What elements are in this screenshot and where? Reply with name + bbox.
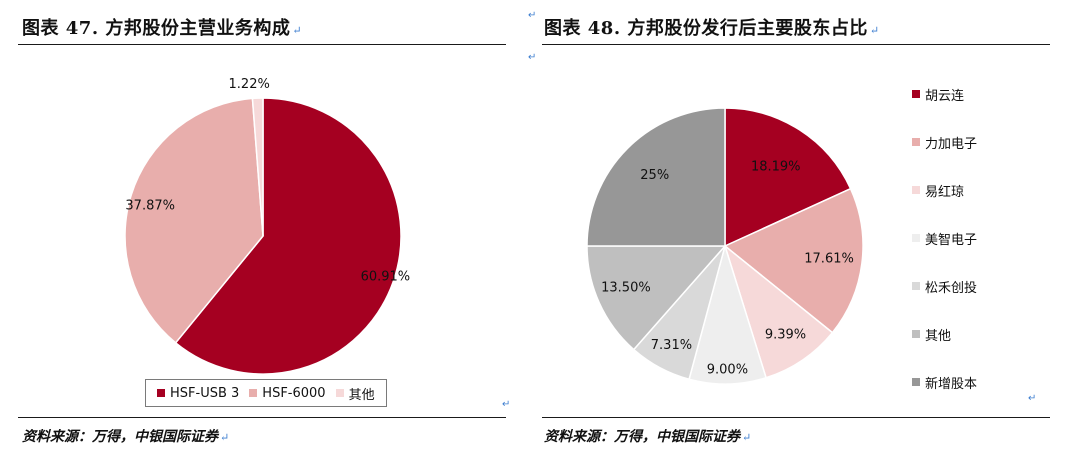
- pie-slice-1-1: [723, 187, 864, 334]
- pie-slice-1-0: [724, 107, 852, 248]
- source-note-right: 资料来源：万得，中银国际证券 ↵: [544, 429, 752, 445]
- source-rule-right: [542, 417, 1050, 418]
- legend-label: 其他: [348, 387, 375, 403]
- title-rule-right: [542, 44, 1050, 45]
- return-mark: ↵: [528, 52, 537, 63]
- legend-swatch: [912, 138, 920, 146]
- legend-item-1-4: 松禾创投: [912, 262, 1022, 310]
- return-mark: ↵: [1028, 393, 1037, 404]
- legend-label: 松禾创投: [925, 280, 978, 296]
- data-label-0-2: 1.22%: [229, 77, 270, 92]
- legend-swatch: [912, 330, 920, 338]
- return-mark: ↵: [528, 10, 537, 21]
- data-label-1-0: 18.19%: [751, 160, 801, 175]
- pie-slice-0-0: [174, 97, 402, 375]
- legend-label: 其他: [925, 328, 952, 344]
- legend-item-1-6: 新增股本: [912, 358, 1022, 406]
- legend-label: 易红琼: [925, 184, 965, 200]
- chart-panel-left: 图表 47. 方邦股份主营业务构成 ↵ 60.91% 37.87% 1.22% HSF…: [0, 0, 530, 457]
- data-label-1-4: 7.31%: [651, 338, 692, 353]
- pie-chart-right: 18.19% 17.61% 9.39% 9.00% 7.31% 13.50% 25%: [586, 107, 864, 385]
- legend-item-1-5: 其他: [912, 310, 1022, 358]
- data-label-1-1: 17.61%: [804, 252, 854, 267]
- legend-right: 胡云连力加电子易红琼美智电子松禾创投其他新增股本: [912, 70, 1022, 406]
- legend-item-0-1: HSF-6000: [249, 385, 326, 401]
- pie-chart-left: 60.91% 37.87% 1.22%: [124, 77, 411, 375]
- pie-slice-0-1: [124, 97, 264, 344]
- legend-label: HSF-USB 3: [170, 385, 240, 401]
- data-label-1-5: 13.50%: [601, 281, 651, 296]
- legend-label: HSF-6000: [262, 385, 326, 401]
- legend-item-1-1: 力加电子: [912, 118, 1022, 166]
- legend-item-1-0: 胡云连: [912, 70, 1022, 118]
- data-label-1-6: 25%: [640, 168, 669, 183]
- pie-slice-1-6: [586, 107, 726, 247]
- pie-slice-1-5: [586, 245, 727, 351]
- legend-swatch: [912, 378, 920, 386]
- legend-left: HSF-USB 3 HSF-6000 其他: [145, 379, 387, 407]
- return-mark: ↵: [502, 399, 511, 410]
- legend-item-0-0: HSF-USB 3: [157, 386, 239, 401]
- legend-swatch: [157, 389, 165, 397]
- legend-label: 美智电子: [925, 232, 978, 248]
- legend-label: 新增股本: [925, 376, 978, 392]
- legend-swatch: [912, 234, 920, 242]
- legend-swatch: [912, 282, 920, 290]
- chart-panel-right: 图表 48. 方邦股份发行后主要股东占比 ↵ ↵ ↵ 18.19% 17.61% 9.…: [528, 0, 1080, 457]
- data-label-1-2: 9.39%: [765, 328, 806, 343]
- legend-swatch: [912, 186, 920, 194]
- legend-swatch: [249, 389, 258, 397]
- source-rule-left: [18, 417, 506, 418]
- data-label-1-3: 9.00%: [707, 363, 748, 378]
- chart-title-right: 图表 48. 方邦股份发行后主要股东占比 ↵: [544, 18, 880, 39]
- legend-label: 力加电子: [925, 136, 978, 152]
- legend-item-1-2: 易红琼: [912, 166, 1022, 214]
- legend-item-0-2: 其他: [335, 384, 375, 403]
- data-label-0-0: 60.91%: [361, 269, 411, 284]
- chart-title-left: 图表 47. 方邦股份主营业务构成 ↵: [22, 18, 303, 39]
- pie-slice-0-2: [251, 97, 264, 237]
- legend-label: 胡云连: [925, 88, 965, 104]
- title-rule-left: [18, 44, 506, 45]
- pie-slice-1-2: [723, 243, 834, 379]
- legend-swatch: [912, 90, 920, 98]
- source-note-left: 资料来源：万得，中银国际证券 ↵: [22, 429, 230, 445]
- legend-item-1-3: 美智电子: [912, 214, 1022, 262]
- legend-swatch: [335, 389, 344, 397]
- data-label-0-1: 37.87%: [125, 199, 175, 214]
